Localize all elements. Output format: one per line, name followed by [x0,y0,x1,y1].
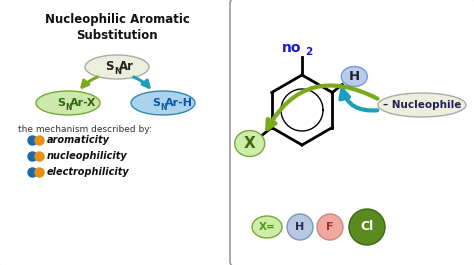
Text: Cl: Cl [360,220,374,233]
Text: 2: 2 [305,47,312,57]
Text: Ar-X: Ar-X [70,98,97,108]
Ellipse shape [36,91,100,115]
Text: electrophilicity: electrophilicity [47,167,130,177]
Text: X=: X= [259,222,275,232]
Ellipse shape [341,67,367,86]
Text: Ar: Ar [119,60,134,73]
Ellipse shape [378,93,466,117]
Text: S: S [152,98,160,108]
Ellipse shape [85,55,149,79]
Text: no: no [282,41,301,55]
Text: X: X [244,136,255,151]
Text: N: N [65,103,72,112]
Text: nucleophilicity: nucleophilicity [47,151,128,161]
Circle shape [317,214,343,240]
Ellipse shape [131,91,195,115]
Text: the mechanism described by:: the mechanism described by: [18,125,152,134]
Text: N: N [160,103,166,112]
Ellipse shape [252,216,282,238]
Text: S: S [57,98,65,108]
Circle shape [349,209,385,245]
FancyBboxPatch shape [230,0,474,265]
Circle shape [287,214,313,240]
Text: Ar-H: Ar-H [165,98,193,108]
Text: S: S [106,60,114,73]
Text: aromaticity: aromaticity [47,135,110,145]
Ellipse shape [235,130,264,157]
Text: H: H [349,70,360,83]
Text: H: H [295,222,305,232]
Text: – Nucleophile: – Nucleophile [383,100,461,110]
Text: N: N [114,67,121,76]
FancyBboxPatch shape [0,0,236,265]
Text: Nucleophilic Aromatic
Substitution: Nucleophilic Aromatic Substitution [45,13,190,42]
Text: F: F [326,222,334,232]
